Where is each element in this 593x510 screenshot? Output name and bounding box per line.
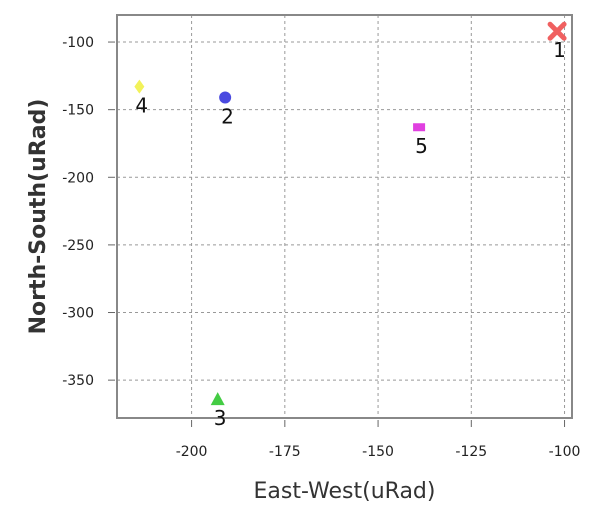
y-tick-label: -150: [62, 103, 94, 119]
grid: [117, 15, 572, 418]
data-point-4: 4: [134, 79, 148, 118]
marker-x: [547, 21, 567, 41]
x-tick-label: -150: [362, 444, 394, 460]
x-axis-title: East-West(uRad): [254, 479, 436, 504]
y-tick-label: -250: [62, 238, 94, 254]
x-tick-label: -100: [549, 444, 581, 460]
ticks: -200 -175 -150 -125 -100 -100 -150 -200 -250 -300…: [62, 35, 580, 460]
x-tick-label: -125: [455, 444, 487, 460]
y-axis-title: North-South(uRad): [26, 99, 51, 335]
data-point-5: 5: [413, 123, 428, 158]
y-tick-label: -200: [62, 170, 94, 186]
point-label: 1: [553, 38, 566, 62]
y-tick-label: -350: [62, 373, 94, 389]
marker-circle: [219, 91, 232, 104]
y-tick-label: -300: [62, 306, 94, 322]
point-label: 4: [135, 94, 148, 118]
marker-diamond: [134, 79, 145, 94]
marker-square: [413, 123, 426, 132]
x-tick-label: -175: [269, 444, 301, 460]
point-label: 2: [221, 104, 234, 128]
marker-triangle: [210, 392, 225, 406]
point-label: 5: [415, 134, 428, 158]
point-label: 3: [214, 406, 227, 430]
y-tick-label: -100: [62, 35, 94, 51]
plot-frame: [116, 14, 573, 419]
x-tick-label: -200: [176, 444, 208, 460]
data-point-2: 2: [219, 91, 234, 128]
data-point-1: 1: [547, 21, 567, 62]
data-point-3: 3: [210, 392, 227, 430]
data-points: 1 2 3 4 5: [134, 21, 567, 430]
